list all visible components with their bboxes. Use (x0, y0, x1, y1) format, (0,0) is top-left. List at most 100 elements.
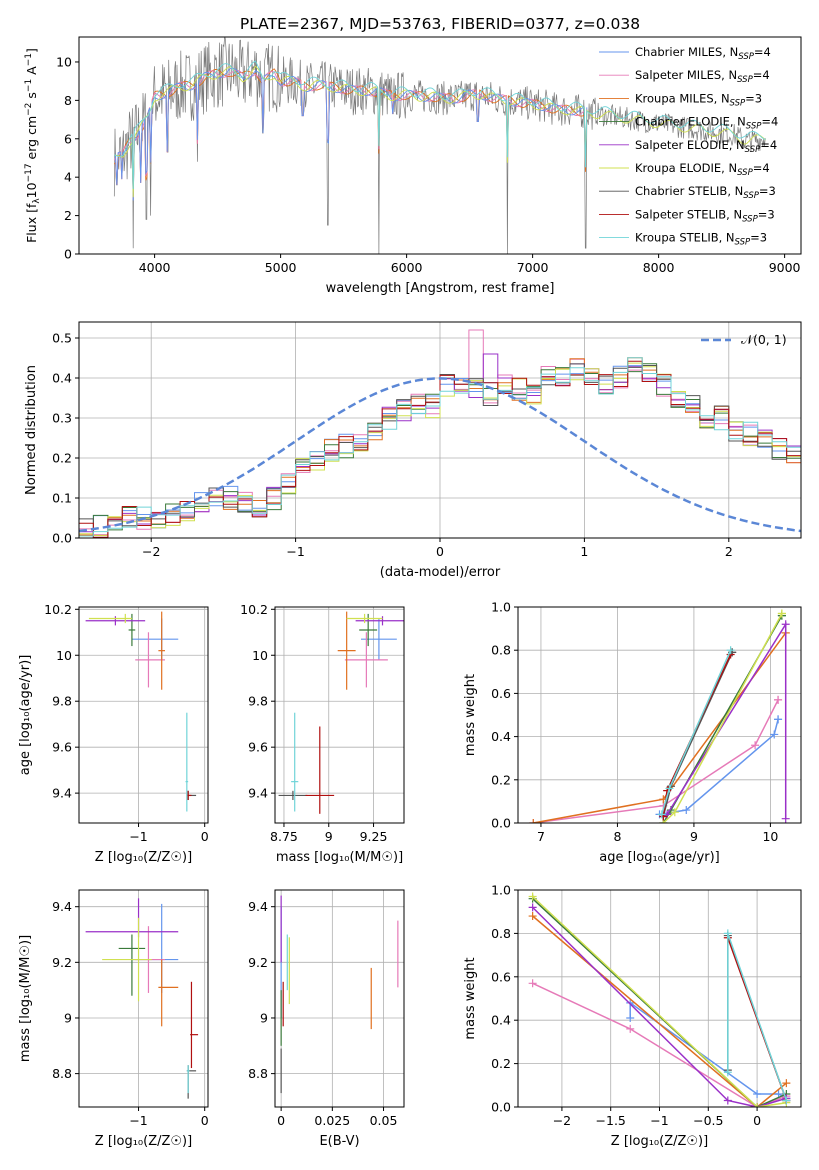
weight-marker (726, 646, 735, 655)
legend-label: Salpeter STELIB, N (635, 207, 742, 221)
panel-age-vs-Z: −1 0 9.4 9.6 9.8 10 10.2 Z [log₁₀(Z/Z☉)] age [lo… (18, 602, 209, 865)
weight-marker (753, 1103, 762, 1107)
x-tick-label: 4000 (139, 260, 171, 275)
x-tick-label: 0.025 (314, 1113, 350, 1128)
y-axis-label: Flux [fλ10−17 erg cm−2 s−1 A−1] (24, 48, 42, 243)
x-axis-label: wavelength [Angstrom, rest frame] (326, 281, 555, 296)
x-axis-label: E(B-V) (319, 1134, 359, 1149)
legend-entry: Salpeter ELODIE, NSSP=4 (635, 138, 777, 155)
y-tick-label: 0.0 (491, 1100, 511, 1115)
legend-subscript: SSP (737, 75, 753, 85)
weight-marker (665, 784, 674, 793)
weight-marker (782, 1079, 791, 1088)
weight-marker (781, 620, 790, 629)
panel-mass-vs-EBV: 0 0.025 0.05 8.8 9 9.2 9.4 E(B-V) (248, 889, 405, 1149)
errorbar-point (291, 712, 299, 812)
legend-label: Chabrier STELIB, N (635, 184, 743, 198)
y-tick-label: 8 (64, 93, 72, 108)
weight-marker (774, 715, 783, 724)
axes-frame (274, 889, 405, 1108)
legend-tail: =4 (754, 45, 771, 59)
legend-label: Chabrier MILES, N (635, 45, 738, 59)
y-tick-label: 9 (64, 1010, 72, 1025)
x-tick-label: 6000 (391, 260, 423, 275)
histogram-series (79, 363, 801, 538)
weight-marker (682, 806, 691, 815)
legend-entry: Chabrier STELIB, NSSP=3 (635, 184, 776, 201)
weight-marker (723, 1096, 732, 1105)
weight-marker (723, 929, 732, 938)
y-axis-label: Normed distribution (24, 365, 39, 495)
errorbar-point (118, 934, 146, 996)
legend-entry: Chabrier ELODIE, NSSP=4 (635, 115, 778, 132)
y-tick-label: 9.8 (248, 694, 268, 709)
errorbar-point (128, 613, 136, 647)
legend-tail: =4 (760, 138, 777, 152)
weight-series (532, 895, 787, 1107)
x-tick-label: 0 (277, 1113, 285, 1128)
legend-entry: Kroupa STELIB, NSSP=3 (635, 231, 767, 248)
x-tick-label: 0.05 (370, 1113, 398, 1128)
weight-marker (777, 609, 786, 618)
weight-series (532, 898, 787, 1107)
plot-area (280, 895, 399, 1094)
y-tick-label: 0.0 (491, 816, 511, 831)
x-axis-label: (data-model)/error (380, 565, 501, 580)
legend-entry: 𝒩(0, 1) (741, 332, 787, 347)
y-tick-label: 0.4 (491, 1013, 511, 1028)
x-tick-label: 2 (725, 544, 733, 559)
x-axis-label: age [log₁₀(age/yr)] (599, 850, 720, 865)
x-tick-label: 10 (762, 829, 778, 844)
x-tick-label: 9000 (769, 260, 801, 275)
model-spectrum (114, 60, 766, 190)
histogram-series (79, 329, 801, 538)
weight-marker (657, 810, 666, 819)
errorbar-point (102, 917, 152, 1002)
normal-curve (79, 377, 801, 533)
weight-series (533, 699, 779, 823)
panel-spectrum: 4000 5000 6000 7000 8000 9000 0 2 4 6 8 10 wavelengt… (24, 36, 802, 296)
weight-series (533, 632, 787, 823)
weight-marker (626, 998, 635, 1007)
y-axis-label-part: −2 (24, 103, 34, 116)
y-tick-label: 0.0 (52, 531, 72, 546)
legend-tail: =3 (745, 91, 762, 105)
y-tick-label: 0.2 (52, 451, 72, 466)
errorbar-point (344, 632, 388, 688)
x-tick-label: −1 (129, 829, 147, 844)
weight-series (532, 906, 787, 1107)
weight-series (532, 982, 787, 1107)
y-tick-label: 0.1 (52, 491, 72, 506)
errorbar-point (278, 790, 308, 801)
y-axis-label-part: −1 (24, 79, 34, 92)
y-axis-label-part: λ (32, 198, 42, 204)
axes-frame (78, 889, 209, 1108)
x-tick-label: 9 (690, 829, 698, 844)
x-tick-label: 8 (613, 829, 621, 844)
errorbar-point (158, 611, 165, 690)
weight-marker (770, 730, 779, 739)
legend-subscript: SSP (737, 168, 753, 178)
weight-marker (529, 819, 538, 823)
legend-label: Kroupa MILES, N (635, 91, 730, 105)
y-tick-label: 0.8 (491, 926, 511, 941)
y-axis-label-part: s (24, 92, 39, 103)
errorbar-point (85, 616, 146, 626)
weight-marker (626, 1024, 635, 1033)
weight-marker (751, 741, 760, 750)
errorbar-point (135, 632, 165, 688)
x-tick-label: 0 (753, 1113, 761, 1128)
legend-entry: Kroupa ELODIE, NSSP=4 (635, 161, 770, 178)
y-tick-label: 9.8 (52, 694, 72, 709)
y-axis-label-part: 10 (24, 182, 39, 198)
errorbar-point (346, 613, 383, 624)
y-tick-label: 10 (56, 648, 72, 663)
errorbar-point (186, 790, 192, 801)
y-tick-label: 1.0 (491, 883, 511, 898)
x-tick-label: 7 (537, 829, 545, 844)
x-tick-label: −1 (650, 1113, 668, 1128)
panels: 4000 5000 6000 7000 8000 90000246810wavelengt… (18, 36, 802, 1149)
legend-tail: =4 (753, 161, 770, 175)
y-axis-label-part: −17 (24, 163, 34, 182)
legend-subscript: SSP (746, 122, 762, 132)
